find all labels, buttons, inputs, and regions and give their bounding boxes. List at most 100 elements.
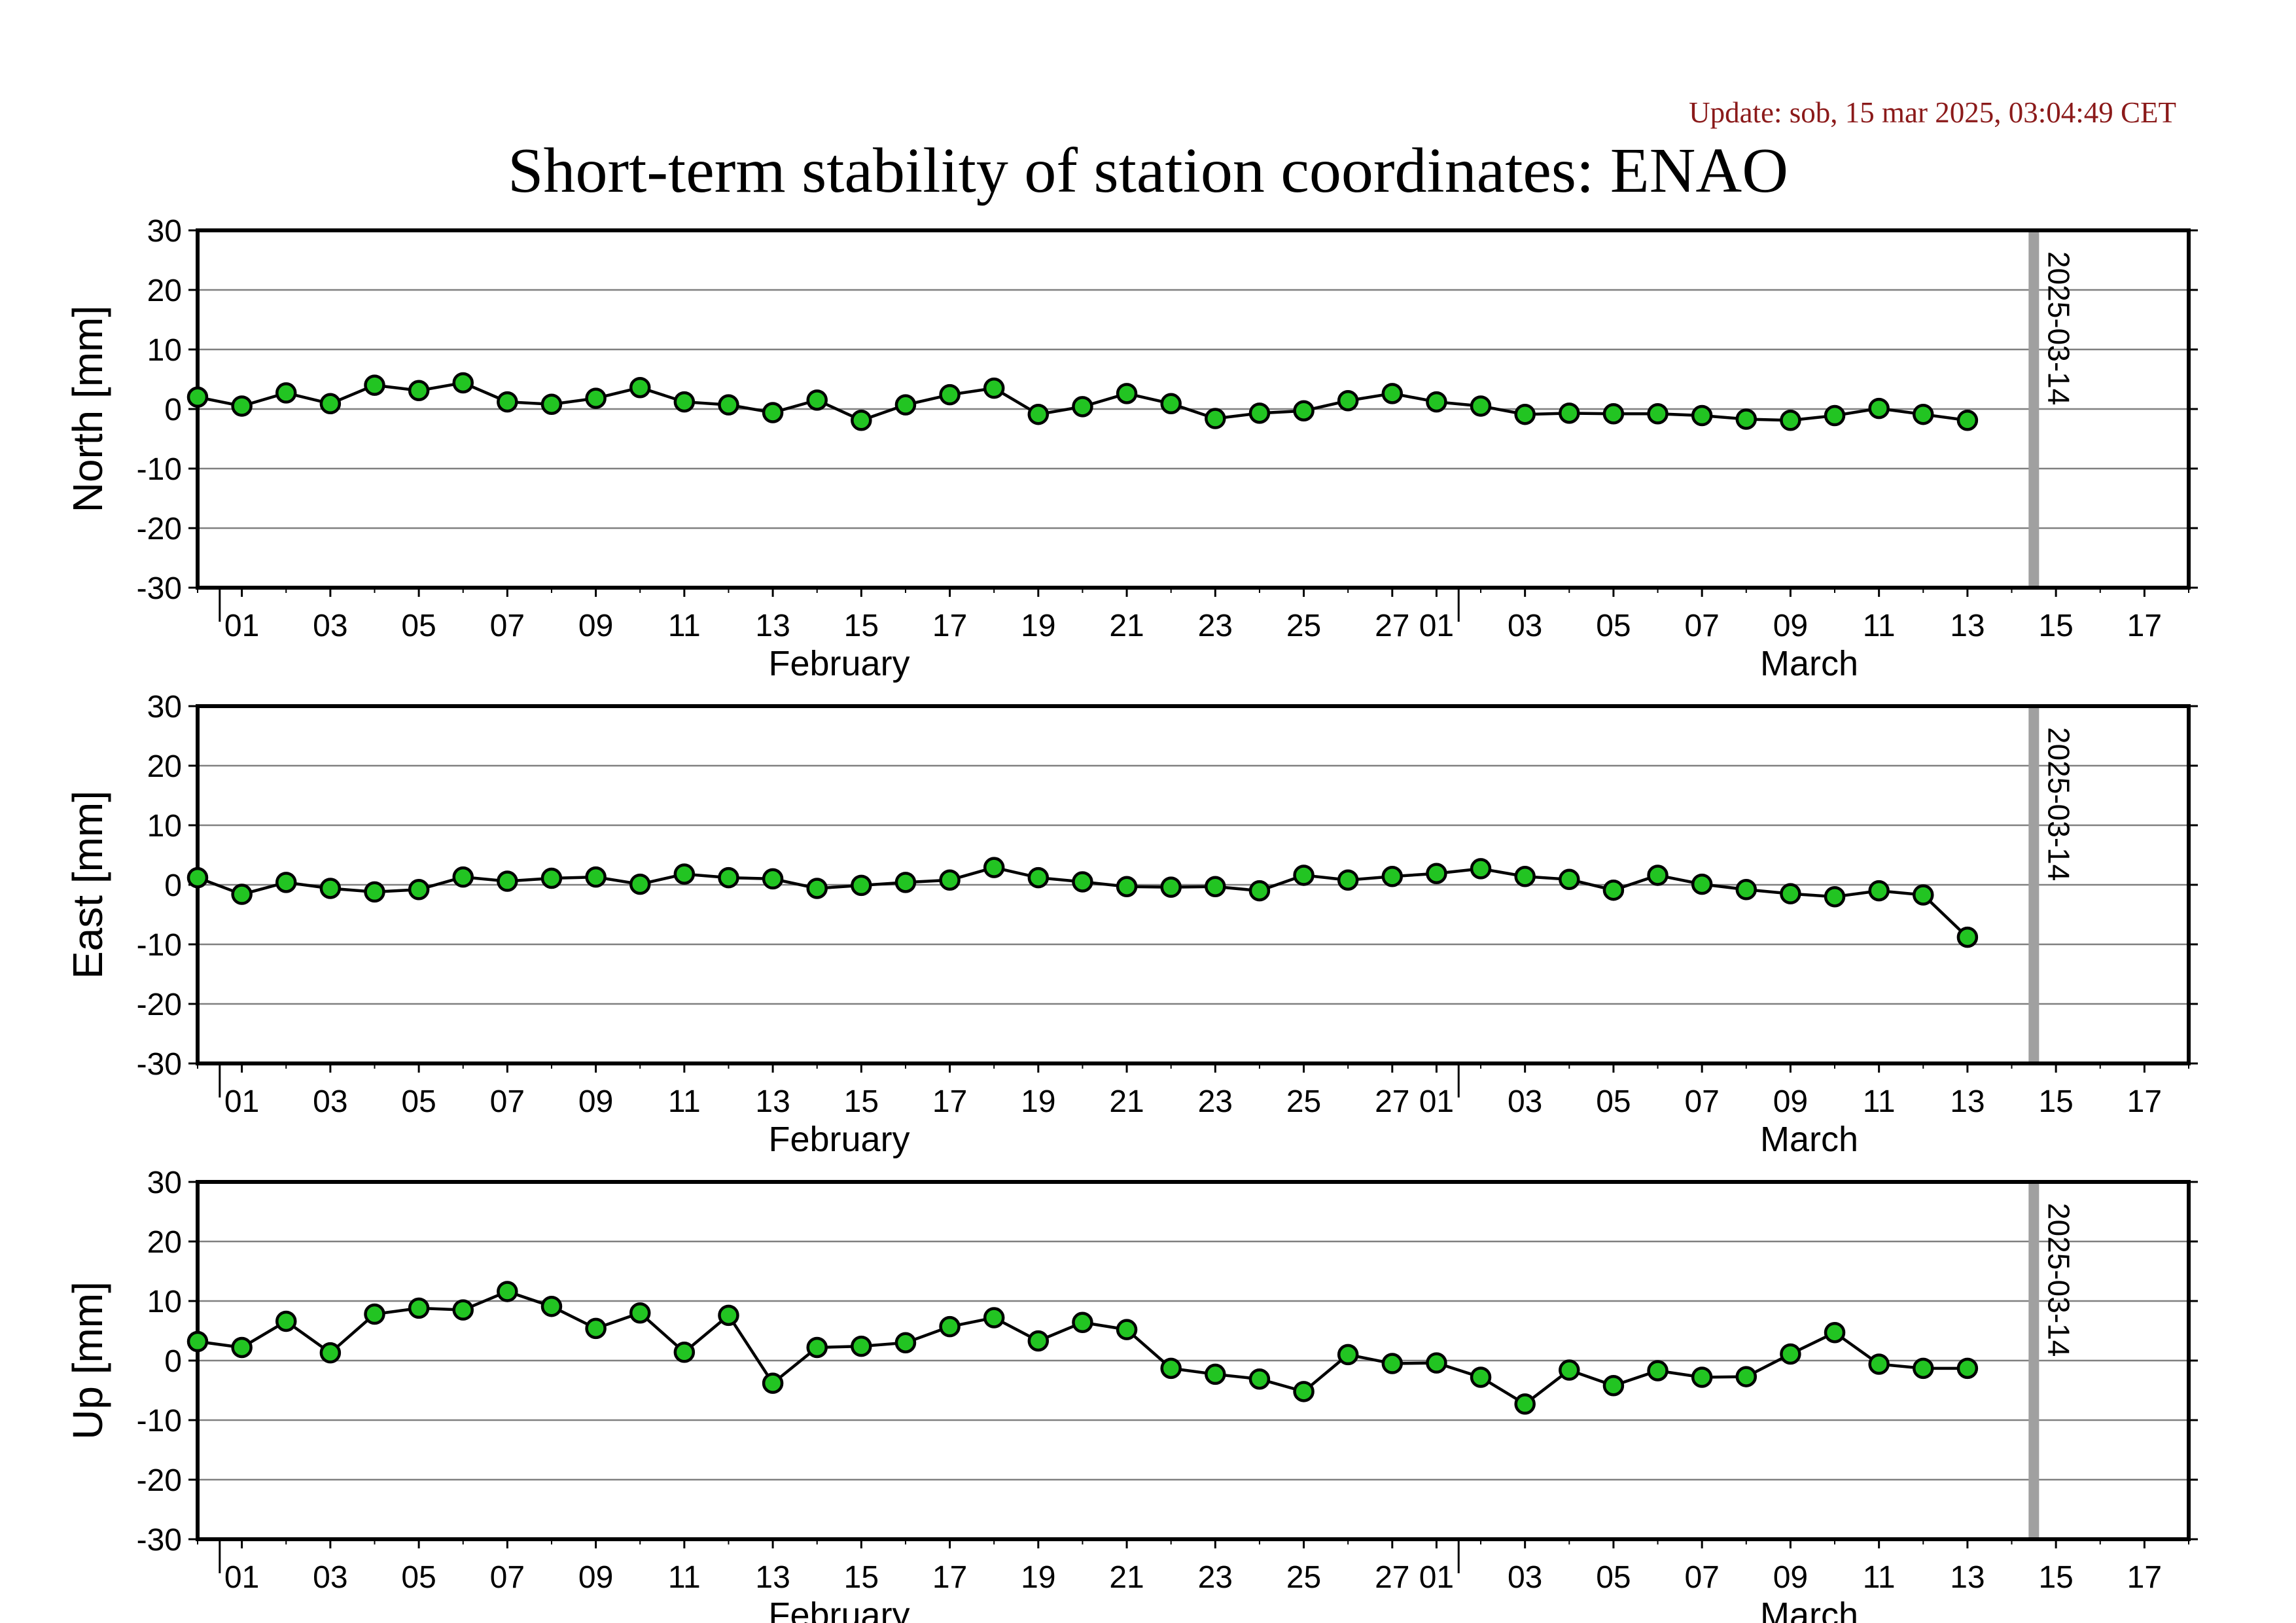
data-point	[408, 879, 430, 901]
data-point	[186, 866, 209, 889]
data-point	[1027, 866, 1050, 889]
data-point	[762, 868, 784, 890]
data-point	[1824, 1321, 1846, 1344]
x-tick-label: 13	[755, 1560, 790, 1595]
x-tick-label: 05	[1596, 1084, 1631, 1119]
data-point	[497, 1281, 518, 1302]
data-point	[806, 878, 828, 899]
x-tick-label: 07	[490, 1560, 525, 1595]
x-tick-label: 07	[1684, 1560, 1719, 1595]
data-point	[1470, 395, 1492, 417]
month-label: March	[1760, 1596, 1858, 1623]
data-point	[1470, 858, 1492, 880]
x-tick-label: 03	[313, 1084, 347, 1119]
x-tick-label: 21	[1109, 1560, 1144, 1595]
data-point	[1956, 410, 1979, 431]
data-point	[1514, 1393, 1536, 1415]
data-point	[1824, 885, 1846, 908]
data-point	[1381, 383, 1404, 404]
data-point	[1780, 1343, 1801, 1365]
data-point	[1072, 871, 1093, 893]
data-point	[364, 881, 385, 903]
date-marker-label: 2025-03-14	[2041, 1203, 2075, 1357]
x-tick-label: 27	[1375, 1084, 1409, 1119]
y-axis-label: East [mm]	[64, 791, 111, 979]
y-tick-label: 10	[147, 333, 182, 368]
data-point	[1116, 1319, 1138, 1340]
x-tick-label: 15	[2038, 1084, 2073, 1119]
data-point	[1381, 866, 1404, 887]
data-point	[1913, 1357, 1934, 1380]
data-point	[983, 1307, 1005, 1329]
x-tick-label: 11	[668, 1560, 701, 1595]
data-point	[762, 1372, 784, 1394]
data-point	[1116, 383, 1138, 404]
data-point	[1691, 1366, 1713, 1388]
month-label: February	[768, 1120, 910, 1159]
x-tick-label: 07	[490, 609, 525, 643]
x-tick-label: 11	[1863, 1084, 1896, 1119]
data-point	[629, 1302, 651, 1324]
data-point	[1868, 1353, 1890, 1375]
y-tick-label: 10	[147, 1285, 182, 1319]
data-point	[540, 867, 563, 889]
data-point	[452, 372, 474, 394]
x-tick-label: 27	[1375, 609, 1409, 643]
data-point	[1293, 865, 1315, 886]
x-tick-label: 05	[1596, 1560, 1631, 1595]
data-point	[1160, 1357, 1182, 1380]
data-point	[1426, 863, 1447, 884]
data-point	[673, 1342, 696, 1363]
month-label: March	[1760, 644, 1858, 683]
data-point	[275, 872, 297, 893]
y-tick-label: -30	[137, 1047, 182, 1082]
x-tick-label: 15	[844, 1560, 879, 1595]
x-tick-label: 03	[1508, 1560, 1542, 1595]
data-point	[1647, 865, 1669, 886]
x-tick-label: 07	[490, 1084, 525, 1119]
data-point	[540, 1295, 563, 1317]
x-tick-label: 23	[1198, 1084, 1233, 1119]
data-point	[629, 376, 651, 399]
data-point	[231, 395, 253, 417]
y-tick-label: -20	[137, 1463, 182, 1498]
data-point	[452, 866, 474, 888]
data-point	[851, 1335, 872, 1357]
data-point	[1647, 403, 1669, 425]
data-point	[585, 1317, 607, 1340]
x-tick-label: 15	[844, 1084, 879, 1119]
data-point	[452, 1299, 474, 1321]
data-point	[806, 389, 828, 411]
data-point	[1072, 396, 1093, 418]
x-tick-label: 11	[668, 609, 701, 643]
data-point	[585, 387, 607, 409]
x-tick-label: 09	[1773, 1560, 1808, 1595]
x-tick-label: 01	[1419, 1084, 1454, 1119]
y-tick-label: 30	[147, 1166, 182, 1200]
x-tick-label: 13	[755, 1084, 790, 1119]
data-point	[851, 410, 872, 431]
data-point	[629, 873, 651, 895]
data-point	[806, 1336, 828, 1359]
data-point	[364, 1303, 385, 1325]
data-point	[1824, 404, 1846, 427]
y-axis-label: North [mm]	[64, 306, 111, 512]
data-point	[408, 1297, 430, 1319]
x-tick-label: 17	[2127, 1560, 2162, 1595]
data-point	[1780, 883, 1801, 904]
data-point	[1647, 1360, 1669, 1382]
data-point	[497, 391, 518, 413]
x-tick-label: 07	[1684, 609, 1719, 643]
x-tick-label: 09	[578, 609, 613, 643]
data-point	[1868, 397, 1890, 419]
x-tick-label: 21	[1109, 609, 1144, 643]
y-tick-label: -30	[137, 571, 182, 606]
data-point	[1160, 876, 1182, 898]
data-point	[186, 1330, 209, 1353]
y-tick-label: 0	[164, 1344, 182, 1379]
data-point	[1602, 403, 1625, 425]
x-tick-label: 05	[401, 1084, 436, 1119]
data-point	[1205, 408, 1226, 429]
y-tick-label: -20	[137, 988, 182, 1022]
x-tick-label: 19	[1021, 1084, 1055, 1119]
